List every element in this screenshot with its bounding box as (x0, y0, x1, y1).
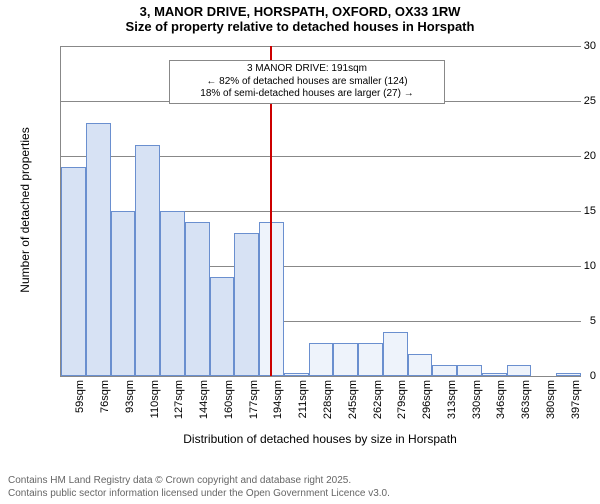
histogram-bar (408, 354, 433, 376)
histogram-bar (185, 222, 210, 376)
x-tick-label: 144sqm (198, 380, 210, 430)
annotation-line2: ← 82% of detached houses are smaller (12… (206, 76, 407, 87)
x-tick-label: 211sqm (297, 380, 309, 430)
histogram-bar (111, 211, 136, 376)
x-tick-label: 76sqm (99, 380, 111, 430)
x-tick-label: 397sqm (570, 380, 582, 430)
chart-title-line2: Size of property relative to detached ho… (0, 19, 600, 34)
chart-plot-area: 3 MANOR DRIVE: 191sqm ← 82% of detached h… (60, 46, 581, 377)
grid-line (61, 46, 581, 47)
histogram-bar (309, 343, 334, 376)
x-tick-label: 93sqm (124, 380, 136, 430)
annotation-line3: 18% of semi-detached houses are larger (… (200, 88, 413, 99)
histogram-bar (160, 211, 185, 376)
y-axis-title: Number of detached properties (18, 110, 32, 310)
histogram-bar (507, 365, 532, 376)
footer-line2: Contains public sector information licen… (8, 488, 390, 499)
x-tick-label: 346sqm (495, 380, 507, 430)
x-tick-label: 296sqm (421, 380, 433, 430)
x-tick-label: 245sqm (347, 380, 359, 430)
histogram-bar (210, 277, 235, 376)
histogram-bar (432, 365, 457, 376)
x-tick-label: 363sqm (520, 380, 532, 430)
histogram-bar (86, 123, 111, 376)
histogram-bar (135, 145, 160, 376)
x-tick-label: 279sqm (396, 380, 408, 430)
histogram-bar (457, 365, 482, 376)
histogram-bar (234, 233, 259, 376)
x-tick-label: 160sqm (223, 380, 235, 430)
x-tick-label: 262sqm (372, 380, 384, 430)
annotation-box: 3 MANOR DRIVE: 191sqm ← 82% of detached h… (169, 60, 445, 104)
x-tick-label: 194sqm (272, 380, 284, 430)
x-tick-label: 110sqm (149, 380, 161, 430)
x-tick-label: 313sqm (446, 380, 458, 430)
histogram-bar (333, 343, 358, 376)
histogram-bar (284, 373, 309, 376)
x-tick-label: 380sqm (545, 380, 557, 430)
histogram-bar (556, 373, 581, 376)
annotation-line1: 3 MANOR DRIVE: 191sqm (247, 63, 367, 74)
x-tick-label: 330sqm (471, 380, 483, 430)
x-tick-label: 127sqm (173, 380, 185, 430)
x-axis-title: Distribution of detached houses by size … (60, 432, 580, 446)
x-tick-label: 59sqm (74, 380, 86, 430)
x-tick-label: 228sqm (322, 380, 334, 430)
histogram-bar (61, 167, 86, 376)
x-tick-label: 177sqm (248, 380, 260, 430)
chart-title-line1: 3, MANOR DRIVE, HORSPATH, OXFORD, OX33 1… (0, 4, 600, 19)
footer-line1: Contains HM Land Registry data © Crown c… (8, 475, 351, 486)
histogram-bar (383, 332, 408, 376)
histogram-bar (482, 373, 507, 376)
histogram-bar (358, 343, 383, 376)
